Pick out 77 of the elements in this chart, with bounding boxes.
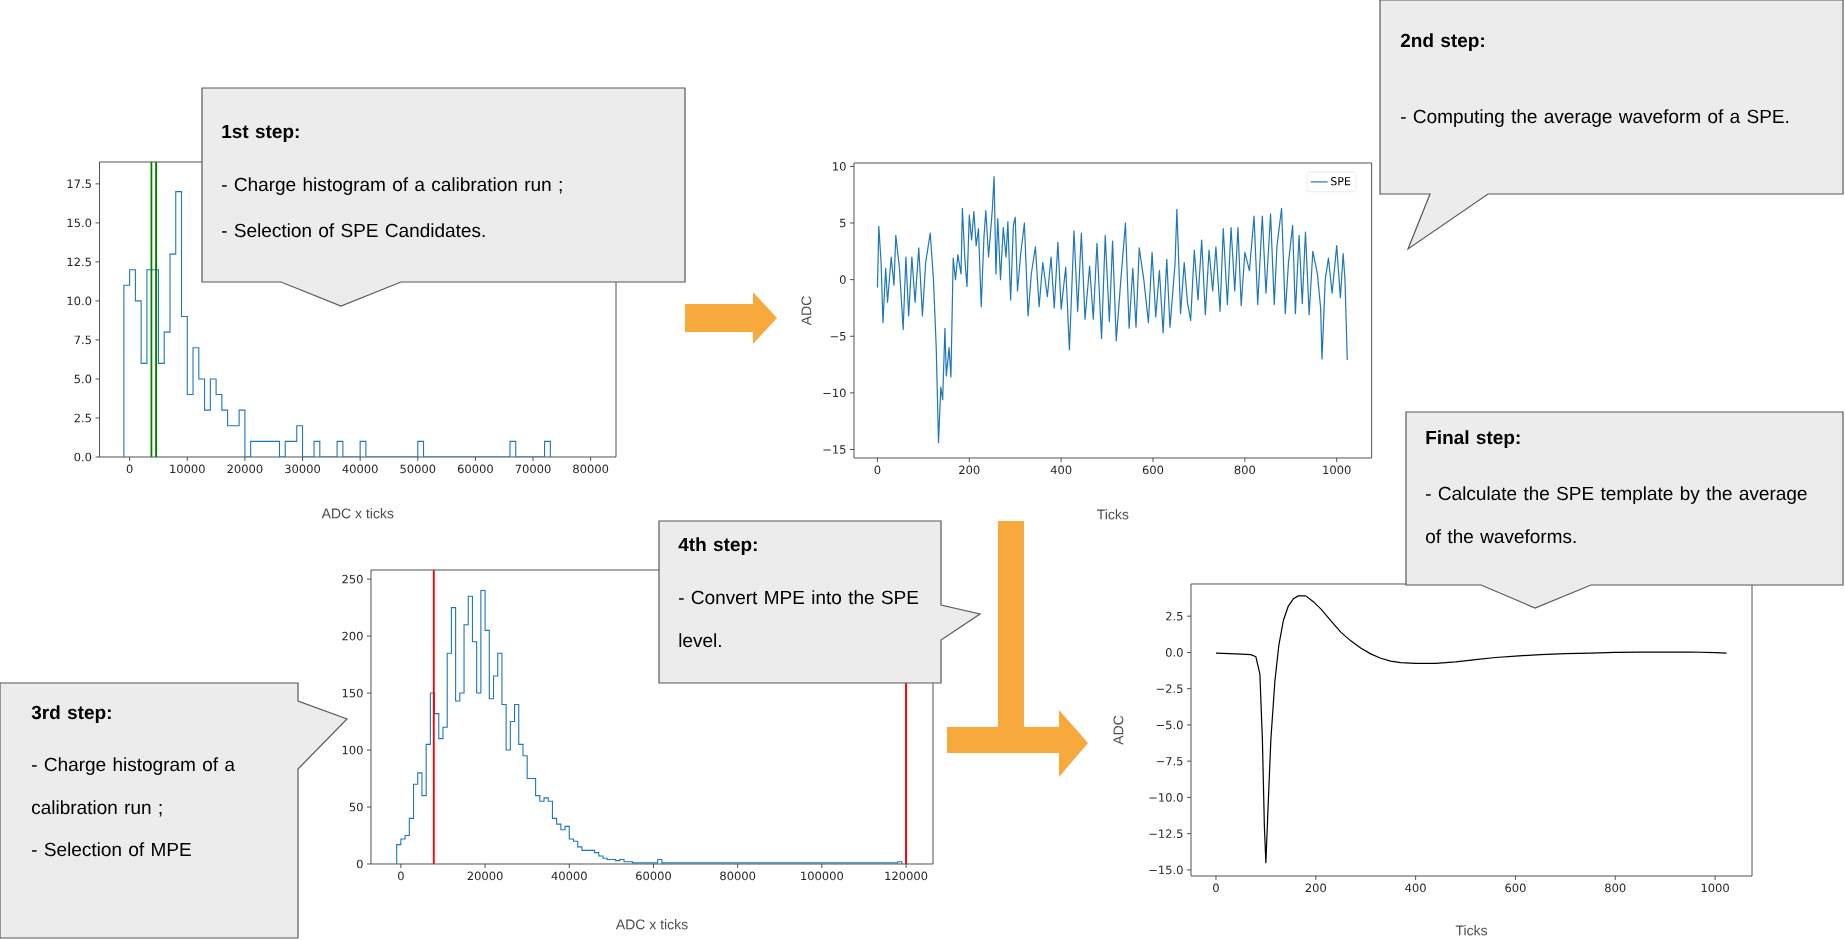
- x-tick-label: 0: [874, 465, 881, 475]
- y-axis-title: ADC: [1113, 715, 1124, 745]
- y-tick-label: 250: [342, 574, 363, 584]
- y-tick-label: 12.5: [67, 257, 91, 267]
- x-tick-label: 40000: [342, 464, 378, 474]
- x-tick-label: 200: [959, 465, 980, 475]
- x-tick-label: 20000: [467, 871, 503, 881]
- y-tick-label: −2.5: [1156, 684, 1183, 694]
- y-tick-label: −10: [823, 388, 846, 398]
- legend-label: SPE: [1331, 177, 1351, 186]
- y-tick-label: 200: [342, 631, 363, 641]
- x-tick-label: 1000: [1323, 465, 1351, 475]
- y-tick-label: −5: [830, 331, 846, 341]
- y-tick-label: 5: [840, 218, 846, 228]
- x-tick-label: 200: [1305, 883, 1326, 893]
- x-tick-label: 40000: [551, 871, 587, 881]
- annotation: - Selection of SPE Candidates.: [222, 223, 485, 238]
- x-axis-title: ADC x ticks: [321, 508, 394, 519]
- text: - Charge histogram of a calibration run ;: [32, 757, 235, 817]
- x-axis-title: Ticks: [1097, 509, 1129, 520]
- y-tick-label: −5.0: [1156, 720, 1183, 730]
- y-tick-label: 0: [839, 275, 846, 284]
- y-axis-title: ADC: [801, 296, 812, 326]
- y-tick-label: 150: [342, 688, 363, 698]
- line-series: [1215, 595, 1728, 864]
- y-tick-label: −10.0: [1149, 793, 1183, 802]
- x-tick-label: 0: [397, 871, 404, 881]
- x-tick-label: 30000: [285, 464, 321, 474]
- x-tick-label: 0: [126, 464, 133, 474]
- y-tick-label: 5.0: [74, 374, 92, 384]
- x-tick-label: 80000: [720, 871, 756, 881]
- line-series: [876, 175, 1348, 444]
- x-tick-label: 0: [1213, 883, 1219, 893]
- y-tick-label: 10: [833, 162, 846, 171]
- text: - Selection of MPE: [32, 842, 191, 857]
- x-tick-label: 80000: [573, 464, 609, 474]
- x-tick-label: 800: [1234, 465, 1256, 475]
- x-tick-label: 600: [1505, 883, 1526, 893]
- x-tick-label: 400: [1050, 465, 1072, 475]
- x-axis-title: Ticks: [1455, 925, 1488, 936]
- text: - Computing the average waveform of a SPE.: [1401, 109, 1789, 127]
- y-tick-label: 15.0: [67, 218, 92, 228]
- x-tick-label: 60000: [457, 464, 493, 474]
- x-axis-title: ADC x ticks: [615, 919, 688, 930]
- text: - Convert MPE into the SPE level.: [679, 590, 919, 648]
- y-tick-label: −7.5: [1156, 756, 1183, 766]
- x-tick-label: 20000: [227, 464, 263, 474]
- y-tick-label: 17.5: [67, 179, 91, 189]
- x-tick-label: 100000: [801, 871, 844, 881]
- y-tick-label: 2.5: [1166, 611, 1183, 621]
- annotation: - Charge histogram of a calibration run ;: [222, 177, 562, 195]
- y-tick-label: 0: [356, 859, 363, 869]
- x-tick-label: 1000: [1701, 883, 1729, 893]
- x-tick-label: 70000: [515, 464, 551, 474]
- x-tick-label: 50000: [400, 464, 436, 474]
- x-tick-label: 10000: [170, 464, 205, 474]
- y-tick-label: −15.0: [1149, 865, 1183, 875]
- text: - Calculate the SPE template by the average of the waveforms.: [1426, 486, 1807, 544]
- y-tick-label: 7.5: [74, 335, 91, 345]
- y-tick-label: 100: [342, 745, 363, 755]
- y-tick-label: −15: [823, 445, 846, 454]
- y-tick-label: 0.0: [1165, 648, 1183, 657]
- text: 4th step:: [678, 537, 757, 555]
- x-tick-label: 60000: [635, 871, 671, 881]
- text: 3rd step:: [31, 705, 111, 723]
- y-tick-label: 50: [349, 802, 363, 812]
- y-tick-label: 0.0: [74, 452, 92, 462]
- text: Final step:: [1426, 430, 1520, 448]
- text: 2nd step:: [1400, 33, 1484, 51]
- text: 1st step:: [222, 124, 299, 142]
- x-tick-label: 600: [1142, 465, 1164, 475]
- x-tick-label: 800: [1605, 883, 1626, 893]
- y-tick-label: 2.5: [74, 413, 91, 423]
- y-tick-label: −12.5: [1149, 829, 1183, 839]
- y-tick-label: 10.0: [67, 296, 92, 306]
- x-tick-label: 120000: [885, 871, 928, 881]
- x-tick-label: 400: [1405, 883, 1426, 893]
